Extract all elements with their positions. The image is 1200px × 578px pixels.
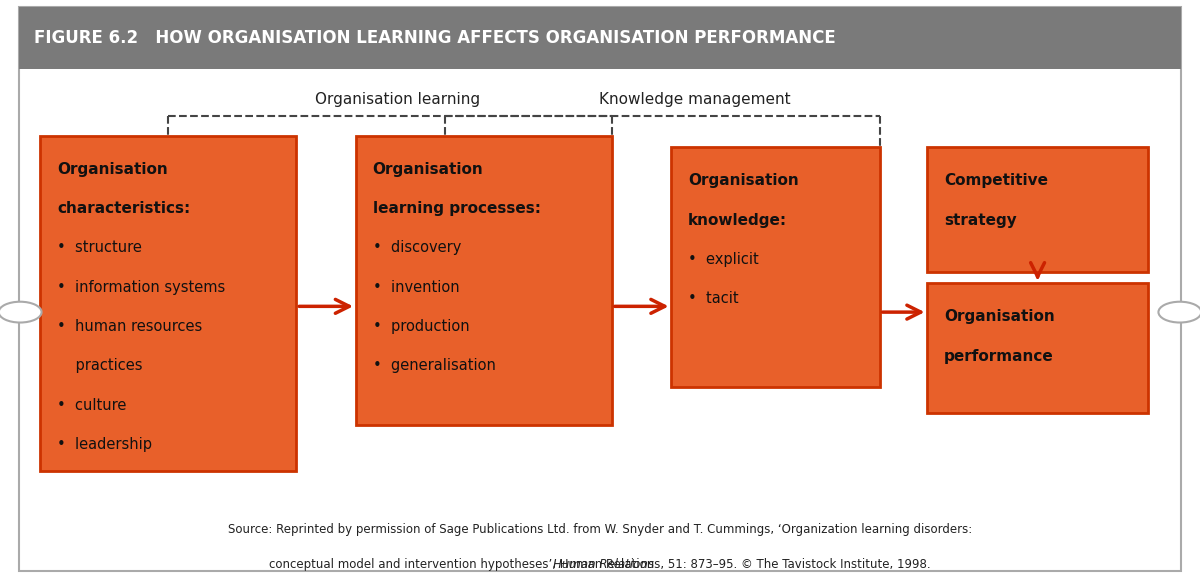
Text: Organisation: Organisation (58, 162, 168, 177)
FancyBboxPatch shape (41, 136, 296, 471)
Text: •  culture: • culture (58, 398, 126, 413)
Text: conceptual model and intervention hypotheses’, Human Relations, 51: 873–95. © Th: conceptual model and intervention hypoth… (269, 558, 931, 570)
Text: Knowledge management: Knowledge management (600, 92, 791, 107)
Text: •  human resources: • human resources (58, 319, 203, 334)
Text: Organisation: Organisation (372, 162, 484, 177)
Text: Source: Reprinted by permission of Sage Publications Ltd. from W. Snyder and T. : Source: Reprinted by permission of Sage … (228, 523, 972, 536)
FancyBboxPatch shape (672, 147, 880, 387)
FancyBboxPatch shape (928, 147, 1147, 272)
FancyBboxPatch shape (19, 7, 1181, 571)
FancyBboxPatch shape (356, 136, 612, 425)
Text: conceptual model and intervention hypotheses’, Human Relations, 51: 873–95. © Th: conceptual model and intervention hypoth… (269, 558, 931, 570)
Text: Organisation learning: Organisation learning (316, 92, 480, 107)
Text: •  discovery: • discovery (372, 240, 461, 255)
Text: learning processes:: learning processes: (372, 201, 540, 216)
Text: Human Relations: Human Relations (553, 558, 654, 570)
Text: •  production: • production (372, 319, 469, 334)
Text: FIGURE 6.2   HOW ORGANISATION LEARNING AFFECTS ORGANISATION PERFORMANCE: FIGURE 6.2 HOW ORGANISATION LEARNING AFF… (35, 29, 836, 47)
FancyBboxPatch shape (19, 7, 1181, 69)
Circle shape (1158, 302, 1200, 323)
Text: performance: performance (944, 349, 1054, 364)
Text: strategy: strategy (944, 213, 1016, 228)
Circle shape (0, 302, 42, 323)
Text: knowledge:: knowledge: (688, 213, 787, 228)
Text: •  explicit: • explicit (688, 252, 758, 267)
Text: •  invention: • invention (372, 280, 460, 295)
Text: •  information systems: • information systems (58, 280, 226, 295)
Text: •  tacit: • tacit (688, 291, 739, 306)
Text: Competitive: Competitive (944, 173, 1048, 188)
Text: •  generalisation: • generalisation (372, 358, 496, 373)
Text: Organisation: Organisation (688, 173, 799, 188)
FancyBboxPatch shape (928, 283, 1147, 413)
Text: practices: practices (58, 358, 143, 373)
Text: •  leadership: • leadership (58, 437, 152, 452)
Text: •  structure: • structure (58, 240, 142, 255)
Text: characteristics:: characteristics: (58, 201, 191, 216)
Text: Organisation: Organisation (944, 309, 1055, 324)
